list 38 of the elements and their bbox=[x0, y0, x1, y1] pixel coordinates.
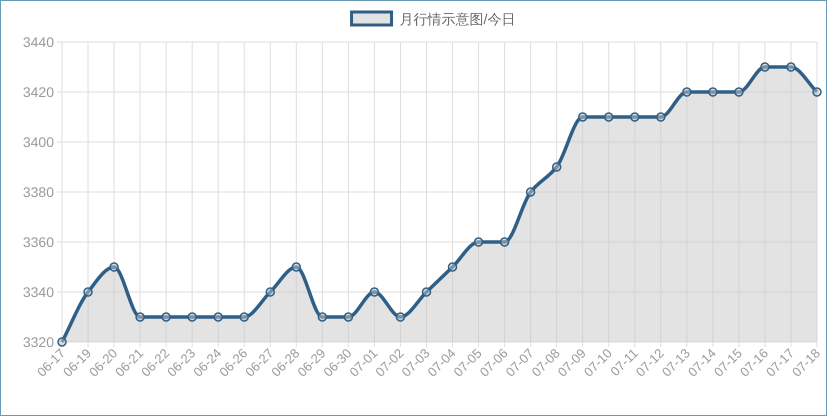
y-tick-label: 3340 bbox=[22, 284, 54, 300]
point bbox=[266, 287, 276, 297]
point bbox=[213, 312, 223, 322]
point bbox=[448, 262, 458, 272]
point bbox=[552, 162, 562, 172]
point bbox=[292, 262, 302, 272]
point bbox=[526, 187, 536, 197]
y-tick-label: 3400 bbox=[22, 134, 54, 150]
point bbox=[57, 337, 67, 347]
legend-label: 月行情示意图/今日 bbox=[400, 11, 516, 27]
point bbox=[474, 237, 484, 247]
point bbox=[500, 237, 510, 247]
point bbox=[344, 312, 354, 322]
point bbox=[422, 287, 432, 297]
point bbox=[161, 312, 171, 322]
point bbox=[604, 112, 614, 122]
y-tick-label: 3320 bbox=[22, 334, 54, 350]
point bbox=[187, 312, 197, 322]
y-tick-label: 3380 bbox=[22, 184, 54, 200]
point bbox=[734, 87, 744, 97]
point bbox=[83, 287, 93, 297]
y-tick-label: 3440 bbox=[22, 34, 54, 50]
point bbox=[318, 312, 328, 322]
point bbox=[109, 262, 119, 272]
point bbox=[396, 312, 406, 322]
point bbox=[682, 87, 692, 97]
point bbox=[786, 62, 796, 72]
point bbox=[708, 87, 718, 97]
y-tick-label: 3420 bbox=[22, 84, 54, 100]
point bbox=[760, 62, 770, 72]
point bbox=[812, 87, 822, 97]
point bbox=[370, 287, 380, 297]
point bbox=[239, 312, 249, 322]
point bbox=[656, 112, 666, 122]
point bbox=[630, 112, 640, 122]
point bbox=[578, 112, 588, 122]
point bbox=[135, 312, 145, 322]
y-tick-label: 3360 bbox=[22, 234, 54, 250]
